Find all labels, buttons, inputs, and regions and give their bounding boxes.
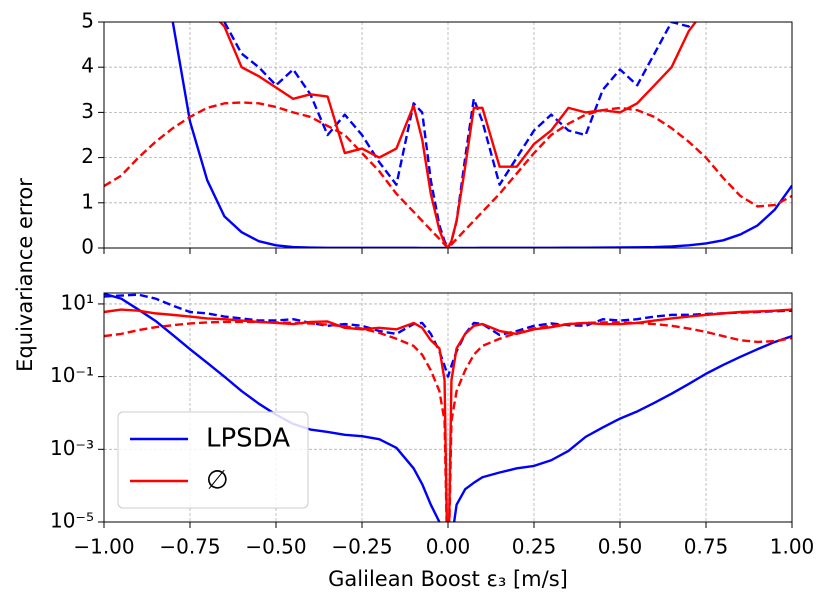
plot-frame bbox=[103, 292, 793, 523]
y-tick-label: 10⁻³ bbox=[50, 436, 94, 460]
series-line bbox=[222, 22, 694, 248]
series-line bbox=[104, 293, 792, 522]
series-line bbox=[104, 293, 792, 378]
x-tick-label: −0.25 bbox=[331, 535, 392, 559]
x-tick-label: −0.50 bbox=[245, 535, 306, 559]
y-tick-label: 1 bbox=[81, 189, 94, 213]
x-axis-label: Galilean Boost ε₃ [m/s] bbox=[328, 567, 568, 591]
y-tick-label: 10⁻¹ bbox=[50, 363, 94, 387]
legend-box bbox=[117, 411, 309, 509]
y-tick-label: 4 bbox=[81, 54, 94, 78]
y-tick-label: 5 bbox=[81, 9, 94, 33]
legend-label: ∅ bbox=[206, 466, 229, 496]
series-line bbox=[218, 22, 698, 248]
series-line bbox=[104, 308, 792, 522]
series-line bbox=[171, 22, 792, 248]
plot-frame bbox=[103, 21, 793, 249]
y-tick-label: 2 bbox=[81, 144, 94, 168]
series-group bbox=[104, 22, 792, 248]
x-tick-label: 0.75 bbox=[684, 535, 729, 559]
x-tick-label: 0.00 bbox=[426, 535, 471, 559]
y-tick-label: 10¹ bbox=[61, 290, 94, 314]
x-tick-label: −1.00 bbox=[73, 535, 134, 559]
x-tick-label: −0.75 bbox=[159, 535, 220, 559]
legend-label: LPSDA bbox=[206, 424, 290, 454]
x-tick-label: 0.50 bbox=[598, 535, 643, 559]
y-axis-label: Equivariance error bbox=[13, 178, 37, 372]
series-group bbox=[104, 293, 792, 522]
x-tick-label: 0.25 bbox=[512, 535, 557, 559]
y-tick-label: 0 bbox=[81, 235, 94, 259]
y-tick-label: 3 bbox=[81, 99, 94, 123]
series-line bbox=[104, 101, 792, 248]
series-line bbox=[104, 320, 792, 522]
x-tick-label: 1.00 bbox=[770, 535, 815, 559]
y-tick-label: 10⁻⁵ bbox=[50, 509, 94, 533]
